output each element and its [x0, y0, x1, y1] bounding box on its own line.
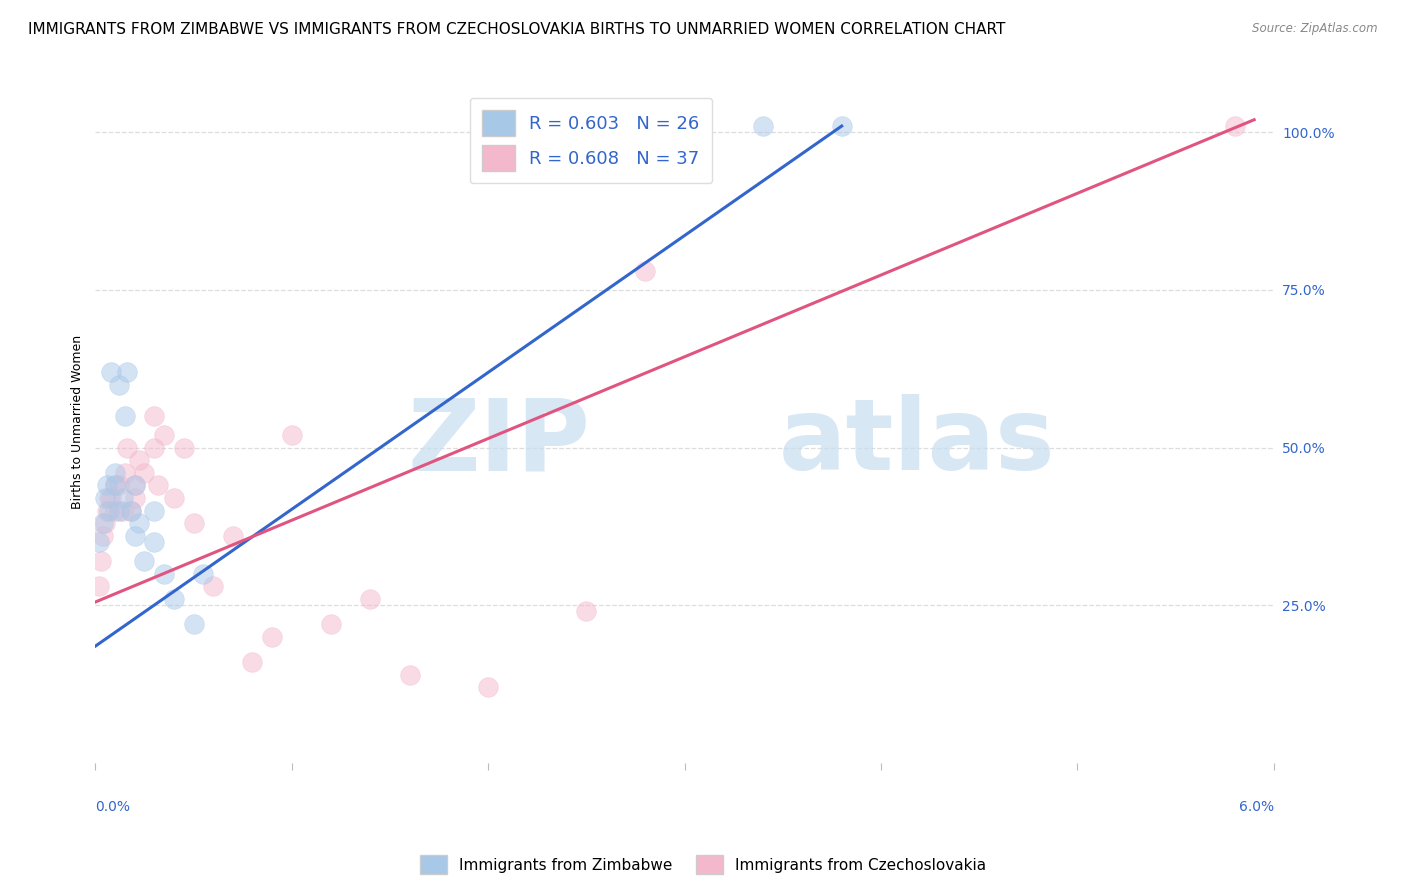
Point	[173, 441, 195, 455]
Point	[98, 491, 121, 505]
Point	[111, 491, 134, 505]
Text: 0.0%: 0.0%	[96, 800, 131, 814]
Point	[319, 617, 342, 632]
Point	[96, 478, 118, 492]
Point	[120, 503, 142, 517]
Point	[91, 516, 114, 531]
Point	[148, 478, 170, 492]
Point	[134, 554, 156, 568]
Point	[114, 466, 136, 480]
Text: atlas: atlas	[779, 394, 1056, 491]
Point	[104, 503, 127, 517]
Point	[124, 478, 146, 492]
Point	[100, 365, 122, 379]
Point	[222, 529, 245, 543]
Point	[89, 579, 111, 593]
Point	[96, 503, 118, 517]
Point	[262, 630, 284, 644]
Point	[634, 264, 657, 278]
Point	[111, 503, 134, 517]
Point	[104, 466, 127, 480]
Point	[242, 655, 264, 669]
Point	[91, 529, 114, 543]
Point	[359, 591, 381, 606]
Point	[115, 365, 138, 379]
Text: Source: ZipAtlas.com: Source: ZipAtlas.com	[1253, 22, 1378, 36]
Point	[128, 516, 150, 531]
Point	[281, 428, 304, 442]
Point	[124, 491, 146, 505]
Point	[575, 605, 598, 619]
Point	[752, 119, 775, 133]
Point	[193, 566, 215, 581]
Point	[128, 453, 150, 467]
Point	[120, 503, 142, 517]
Point	[90, 554, 112, 568]
Point	[124, 478, 146, 492]
Point	[124, 529, 146, 543]
Point	[94, 491, 117, 505]
Point	[183, 617, 205, 632]
Point	[143, 409, 166, 423]
Point	[134, 466, 156, 480]
Point	[104, 478, 127, 492]
Legend: R = 0.603   N = 26, R = 0.608   N = 37: R = 0.603 N = 26, R = 0.608 N = 37	[470, 98, 713, 183]
Point	[108, 478, 131, 492]
Point	[94, 516, 117, 531]
Point	[153, 566, 176, 581]
Point	[108, 503, 131, 517]
Point	[153, 428, 176, 442]
Point	[108, 377, 131, 392]
Point	[98, 503, 121, 517]
Point	[143, 535, 166, 549]
Point	[115, 441, 138, 455]
Legend: Immigrants from Zimbabwe, Immigrants from Czechoslovakia: Immigrants from Zimbabwe, Immigrants fro…	[413, 849, 993, 880]
Y-axis label: Births to Unmarried Women: Births to Unmarried Women	[72, 335, 84, 509]
Point	[831, 119, 853, 133]
Text: ZIP: ZIP	[408, 394, 591, 491]
Point	[163, 491, 186, 505]
Point	[477, 680, 499, 694]
Point	[143, 503, 166, 517]
Text: 6.0%: 6.0%	[1239, 800, 1274, 814]
Point	[114, 409, 136, 423]
Point	[202, 579, 225, 593]
Point	[1223, 119, 1246, 133]
Text: IMMIGRANTS FROM ZIMBABWE VS IMMIGRANTS FROM CZECHOSLOVAKIA BIRTHS TO UNMARRIED W: IMMIGRANTS FROM ZIMBABWE VS IMMIGRANTS F…	[28, 22, 1005, 37]
Point	[89, 535, 111, 549]
Point	[398, 667, 420, 681]
Point	[183, 516, 205, 531]
Point	[100, 491, 122, 505]
Point	[104, 478, 127, 492]
Point	[163, 591, 186, 606]
Point	[143, 441, 166, 455]
